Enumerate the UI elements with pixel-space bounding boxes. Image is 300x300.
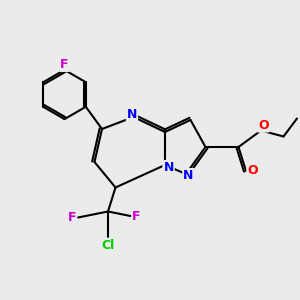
Text: O: O — [247, 164, 258, 177]
Text: N: N — [164, 161, 174, 174]
Text: F: F — [68, 211, 76, 224]
Text: Cl: Cl — [101, 238, 115, 252]
Text: N: N — [183, 169, 194, 182]
Text: F: F — [60, 58, 69, 71]
Text: N: N — [127, 107, 137, 121]
Text: O: O — [258, 118, 269, 132]
Text: F: F — [132, 209, 141, 223]
